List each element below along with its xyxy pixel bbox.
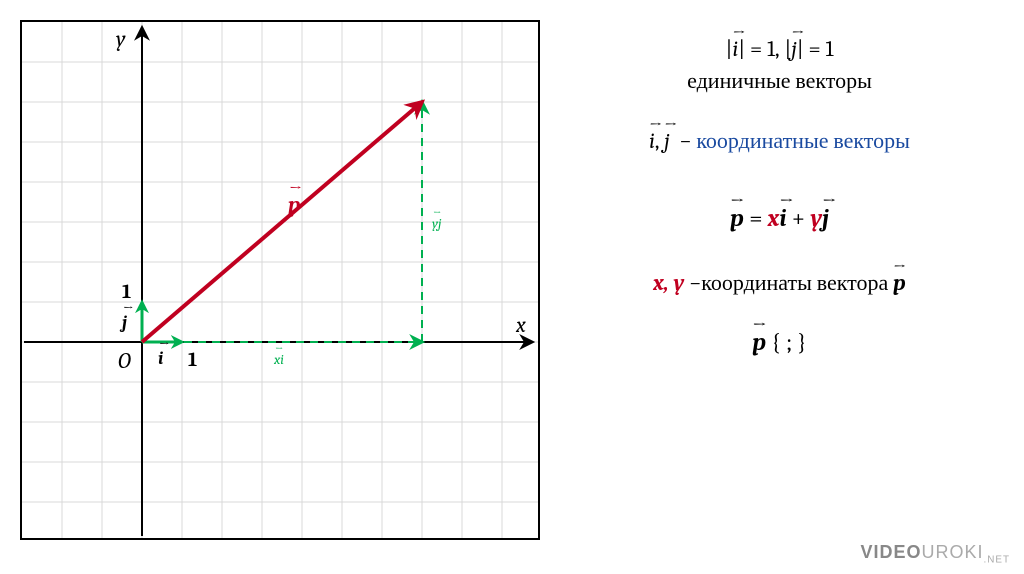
graph-panel: xyO11xi→yj→i→j→p→: [0, 0, 555, 574]
svg-text:1: 1: [122, 280, 131, 303]
coordinate-plane: xyO11xi→yj→i→j→p→: [22, 22, 538, 538]
coords-text-line: x, y −координаты вектора p: [555, 270, 1004, 296]
svg-text:1: 1: [188, 348, 197, 371]
coords-braces-line: p { ; }: [555, 328, 1004, 356]
svg-text:y: y: [116, 26, 126, 52]
unit-vectors-text: единичные векторы: [555, 68, 1004, 94]
svg-text:→: →: [275, 343, 283, 355]
watermark: VIDEOUROKI.NET: [860, 542, 1010, 566]
svg-text:x: x: [515, 312, 526, 338]
svg-text:→: →: [123, 302, 134, 317]
decomposition-formula: p = xi + yj: [555, 204, 1004, 232]
coord-vectors-line: i, j − координатные векторы: [555, 128, 1004, 154]
formula-panel: |i| = 1, |j| = 1 единичные векторы i, j …: [555, 0, 1024, 574]
graph-box: xyO11xi→yj→i→j→p→: [20, 20, 540, 540]
svg-text:→: →: [159, 338, 170, 353]
svg-text:O: O: [118, 348, 131, 374]
svg-text:→: →: [289, 179, 302, 198]
svg-text:→: →: [433, 207, 441, 219]
magnitude-line: |i| = 1, |j| = 1: [555, 36, 1004, 62]
